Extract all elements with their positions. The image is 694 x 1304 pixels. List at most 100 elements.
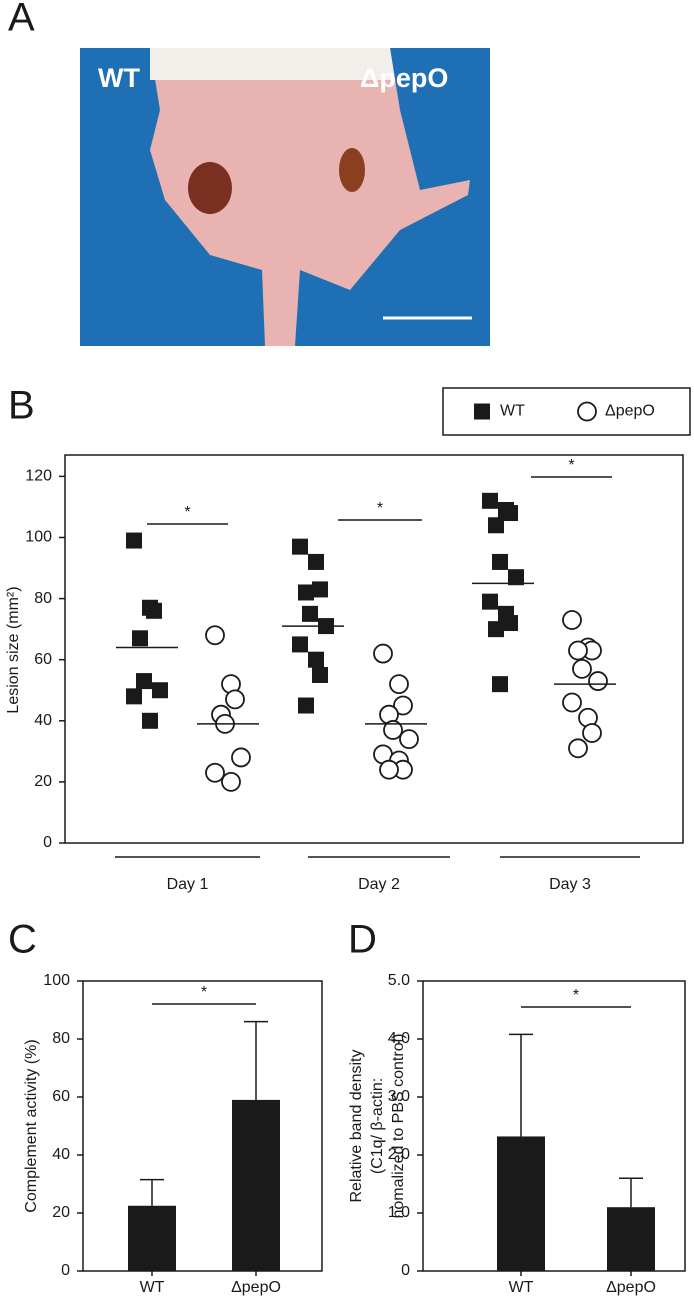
- panel-label: B: [8, 384, 35, 428]
- data-point: [142, 712, 158, 729]
- data-point: [152, 682, 168, 699]
- y-tick-label: 80: [52, 1030, 70, 1047]
- data-point: [488, 517, 504, 534]
- data-point: [231, 747, 251, 768]
- plot-frame: [82, 980, 323, 1272]
- x-tick-label: WT: [140, 1279, 165, 1296]
- panel-label: A: [8, 0, 35, 40]
- y-tick-label: 2.0: [388, 1146, 410, 1163]
- data-point: [312, 581, 328, 598]
- legend-marker: [474, 403, 490, 420]
- data-point: [312, 666, 328, 683]
- significance-label: *: [573, 987, 579, 1004]
- photo-label: WT: [98, 63, 140, 93]
- data-point: [132, 630, 148, 647]
- y-tick-label: 60: [52, 1088, 70, 1105]
- data-point: [482, 593, 498, 610]
- plot-frame: [422, 980, 686, 1272]
- data-point: [292, 538, 308, 555]
- lesion: [188, 162, 232, 214]
- data-point: [126, 532, 142, 549]
- significance-label: *: [568, 457, 574, 474]
- y-tick-label: 0: [401, 1262, 410, 1279]
- panel-label: D: [348, 918, 377, 962]
- data-point: [562, 692, 582, 713]
- x-tick-label: Day 3: [549, 876, 591, 893]
- y-tick-label: 40: [52, 1146, 70, 1163]
- data-point: [508, 569, 524, 586]
- y-axis-label: Complement activity (%): [23, 1039, 40, 1212]
- data-point: [126, 688, 142, 705]
- data-point: [292, 636, 308, 653]
- plot-frame: [64, 454, 684, 844]
- legend-label: WT: [500, 403, 525, 420]
- significance-label: *: [377, 500, 383, 517]
- data-point: [482, 492, 498, 509]
- data-point: [221, 771, 241, 792]
- x-tick-label: ΔpepO: [231, 1279, 281, 1296]
- x-tick-label: ΔpepO: [606, 1279, 656, 1296]
- data-point: [568, 640, 588, 661]
- y-axis-label: Lesion size (mm²): [5, 586, 22, 713]
- data-point: [298, 584, 314, 601]
- data-point: [568, 738, 588, 759]
- data-point: [146, 602, 162, 619]
- legend-marker: [577, 401, 597, 422]
- y-tick-label: 40: [34, 712, 52, 729]
- panel-label: C: [8, 918, 37, 962]
- fur: [150, 48, 395, 80]
- data-point: [488, 621, 504, 638]
- data-point: [373, 643, 393, 664]
- y-tick-label: 60: [34, 651, 52, 668]
- mouse: [150, 48, 470, 346]
- y-tick-label: 0: [61, 1262, 70, 1279]
- data-point: [136, 673, 152, 690]
- photo: WT ΔpepO: [80, 48, 490, 346]
- legend-label: ΔpepO: [605, 403, 655, 420]
- data-point: [225, 689, 245, 710]
- data-point: [588, 671, 608, 691]
- lesion: [339, 148, 365, 192]
- y-tick-label: 5.0: [388, 972, 410, 989]
- y-tick-label: 80: [34, 590, 52, 607]
- x-tick-label: Day 1: [167, 876, 209, 893]
- bar: [497, 1136, 545, 1271]
- y-tick-label: 1.0: [388, 1204, 410, 1221]
- y-tick-label: 20: [34, 773, 52, 790]
- bar: [232, 1099, 280, 1271]
- y-tick-label: 3.0: [388, 1088, 410, 1105]
- significance-label: *: [201, 984, 207, 1001]
- data-point: [582, 723, 602, 743]
- y-tick-label: 0: [43, 834, 52, 851]
- legend-box: [442, 387, 691, 436]
- data-point: [205, 762, 225, 783]
- data-point: [379, 759, 399, 780]
- significance-label: *: [184, 504, 190, 521]
- bar: [128, 1205, 176, 1271]
- y-axis-label: (C1q/ β-actin:: [369, 1078, 386, 1174]
- x-tick-label: WT: [509, 1279, 534, 1296]
- data-point: [492, 676, 508, 693]
- data-point: [399, 729, 419, 750]
- data-point: [572, 658, 592, 679]
- data-point: [492, 553, 508, 570]
- y-tick-label: 100: [43, 972, 70, 989]
- data-point: [383, 720, 403, 740]
- y-axis-label: nomalized to PBS control): [390, 1034, 407, 1219]
- bar: [607, 1207, 655, 1271]
- x-tick-label: Day 2: [358, 876, 400, 893]
- y-tick-label: 20: [52, 1204, 70, 1221]
- data-point: [298, 697, 314, 714]
- y-tick-label: 120: [25, 468, 52, 485]
- y-tick-label: 100: [25, 529, 52, 546]
- y-axis-label: Relative band density: [348, 1050, 365, 1203]
- data-point: [562, 610, 582, 630]
- data-point: [389, 674, 409, 695]
- data-point: [308, 553, 324, 570]
- y-tick-label: 4.0: [388, 1030, 410, 1047]
- data-point: [308, 651, 324, 668]
- data-point: [302, 605, 318, 622]
- data-point: [502, 505, 518, 522]
